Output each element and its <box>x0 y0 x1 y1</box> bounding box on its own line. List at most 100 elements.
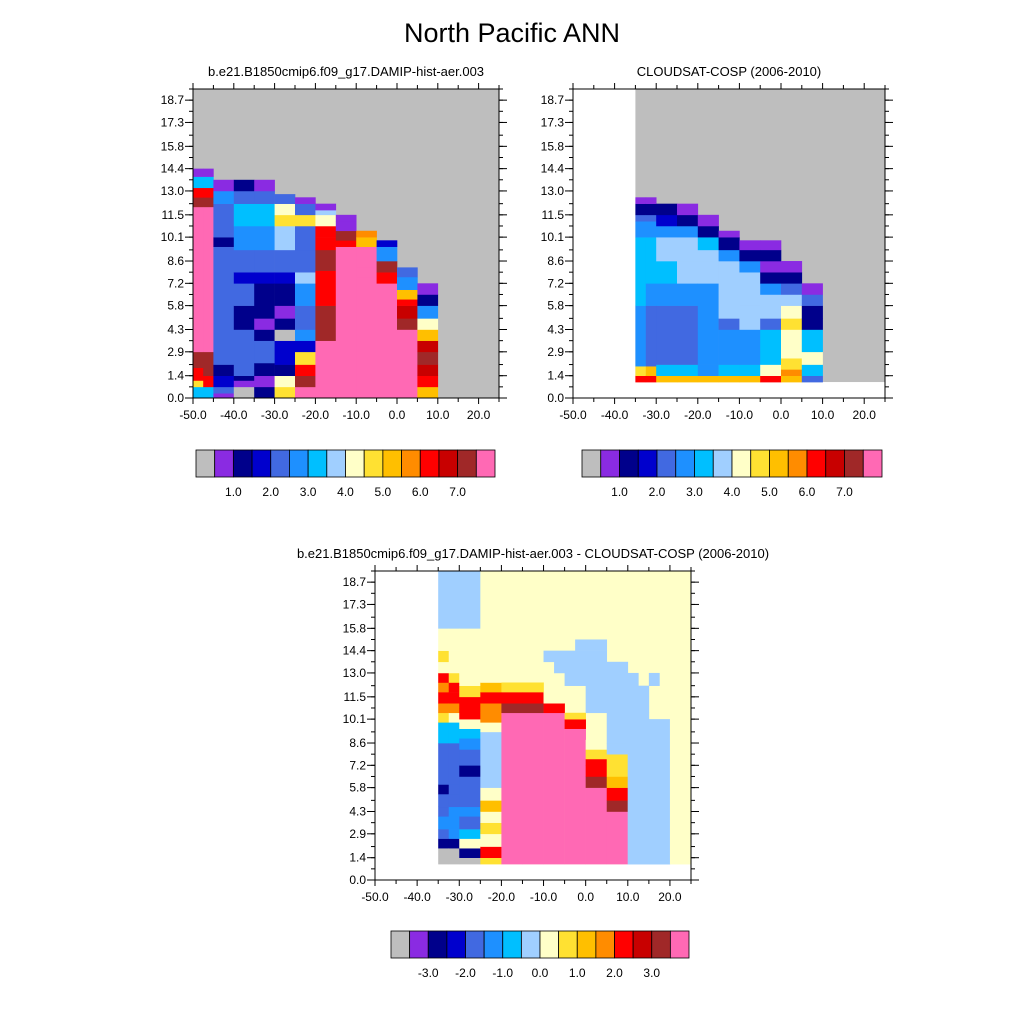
heatmap-cell <box>677 214 699 227</box>
heatmap-cell <box>254 386 275 399</box>
heatmap-cell <box>480 692 502 704</box>
colorbar-label: 6.0 <box>412 485 429 499</box>
colorbar-box <box>675 449 695 478</box>
heatmap-cell <box>254 203 275 216</box>
heatmap-cell <box>635 366 647 377</box>
heatmap-cell <box>274 386 296 399</box>
heatmap-cell <box>739 364 761 377</box>
colorbar-label: -2.0 <box>455 966 476 980</box>
heatmap-cell <box>438 628 450 651</box>
heatmap-cell <box>295 225 316 251</box>
y-tick-label: 18.7 <box>161 93 185 107</box>
heatmap-cell <box>254 190 275 204</box>
heatmap-cell <box>448 692 460 704</box>
heatmap-cell <box>274 272 296 284</box>
heatmap-cell <box>718 375 740 383</box>
heatmap-cell <box>760 261 782 273</box>
y-tick-label: 11.5 <box>162 208 185 222</box>
y-tick-label: 10.1 <box>161 230 185 244</box>
y-tick-label: 7.2 <box>547 276 564 290</box>
heatmap-cell <box>760 329 782 353</box>
heatmap-cell <box>274 340 296 365</box>
heatmap-cell <box>543 692 565 704</box>
heatmap-cell <box>585 787 608 865</box>
heatmap-cell <box>656 375 678 383</box>
heatmap-cell <box>438 712 450 723</box>
heatmap-cell <box>193 367 204 381</box>
heatmap-cell <box>459 719 481 729</box>
heatmap-cell <box>760 283 782 295</box>
colorbar-box <box>651 930 671 959</box>
heatmap-cell <box>760 364 782 377</box>
heatmap-cell <box>585 776 608 788</box>
heatmap-cell <box>677 237 699 262</box>
heatmap-cell <box>606 811 629 865</box>
colorbar-box <box>656 449 677 478</box>
heatmap-cell <box>376 272 398 284</box>
heatmap-cell <box>295 203 316 216</box>
y-tick-label: 4.3 <box>349 805 366 819</box>
heatmap-cell <box>448 712 460 723</box>
heatmap-cell <box>718 329 740 365</box>
colorbar-box <box>558 930 578 959</box>
heatmap-cell <box>645 221 657 238</box>
heatmap-cell <box>438 806 450 817</box>
x-tick-label: 20.0 <box>853 408 877 422</box>
colorbar-label: 1.0 <box>225 485 242 499</box>
colorbar-box <box>307 449 328 478</box>
heatmap-cell <box>645 237 657 284</box>
y-tick-label: 11.5 <box>344 690 367 704</box>
heatmap-cell <box>718 261 740 319</box>
heatmap-cell <box>448 816 460 830</box>
heatmap-cell <box>739 351 761 365</box>
panel-1: b.e21.B1850cmip6.f09_g17.DAMIP-hist-aer.… <box>161 64 507 499</box>
heatmap-cell <box>656 225 678 238</box>
heatmap-cell <box>459 672 481 686</box>
heatmap-cell <box>335 230 357 241</box>
heatmap-cell <box>480 811 502 823</box>
colorbar-box <box>401 449 421 478</box>
heatmap-cell <box>397 329 418 399</box>
x-tick-label: -10.0 <box>343 408 371 422</box>
y-tick-label: 18.7 <box>343 575 367 589</box>
colorbar-box <box>787 449 808 478</box>
colorbar-box <box>712 449 733 478</box>
heatmap-cell <box>522 712 544 865</box>
heatmap-cell <box>635 221 647 238</box>
x-tick-label: -50.0 <box>361 890 389 904</box>
colorbar-box <box>669 930 690 959</box>
colorbar-box <box>363 449 384 478</box>
heatmap-cell <box>448 682 460 693</box>
y-tick-label: 1.4 <box>167 369 184 383</box>
x-tick-label: -30.0 <box>261 408 289 422</box>
panel-3 <box>375 571 692 881</box>
heatmap-cell <box>480 722 502 733</box>
colorbar-box <box>232 449 253 478</box>
heatmap-cell <box>448 838 460 849</box>
heatmap-cell <box>635 237 647 306</box>
heatmap-cell <box>501 692 523 704</box>
plot-frame <box>374 570 692 881</box>
x-tick-label: 10.0 <box>811 408 835 422</box>
y-tick-label: 2.9 <box>547 345 564 359</box>
y-tick-label: 4.3 <box>547 323 564 337</box>
heatmap-cell <box>233 203 255 216</box>
heatmap-cell <box>459 838 481 849</box>
x-tick-label: 20.0 <box>658 890 682 904</box>
panel-title: b.e21.B1850cmip6.f09_g17.DAMIP-hist-aer.… <box>208 64 484 79</box>
heatmap-cell <box>801 294 823 306</box>
heatmap-cell <box>606 800 629 812</box>
heatmap-cell <box>459 816 481 830</box>
heatmap-cell <box>254 283 275 319</box>
heatmap-cell <box>760 318 782 330</box>
heatmap-cell <box>781 294 803 306</box>
y-tick-label: 0.0 <box>167 391 184 405</box>
heatmap-cell <box>438 784 450 795</box>
heatmap-cell <box>417 351 439 365</box>
heatmap-cell <box>677 225 699 238</box>
heatmap-cell <box>480 822 502 835</box>
heatmap-cell <box>213 386 235 394</box>
heatmap-cell <box>438 692 450 704</box>
heatmap-cell <box>448 848 460 865</box>
